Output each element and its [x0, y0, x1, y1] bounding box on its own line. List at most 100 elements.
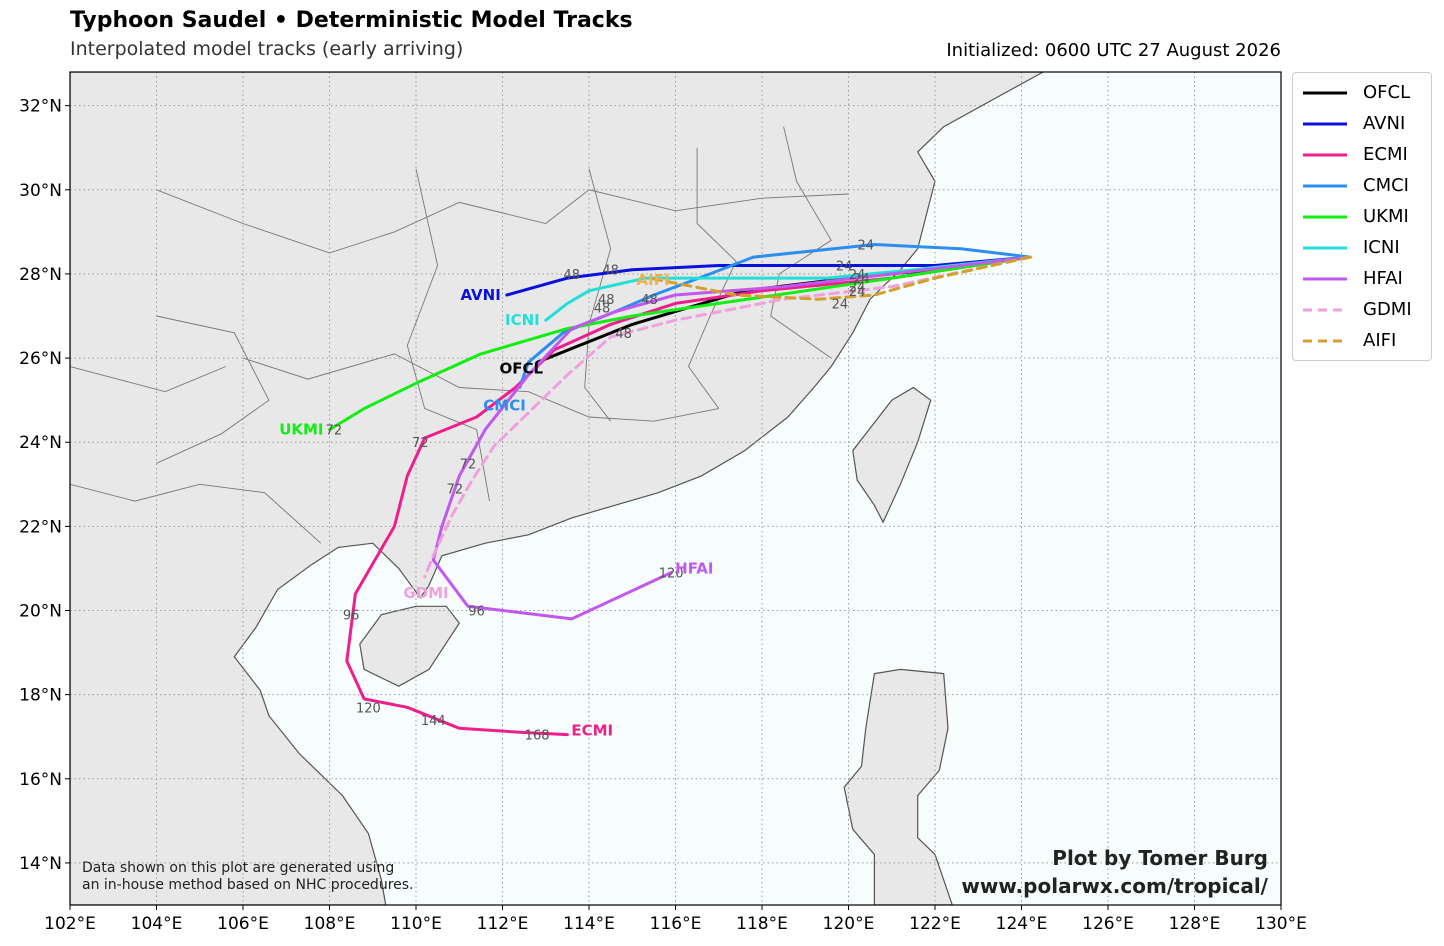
track-hfai [431, 255, 1032, 621]
lat-tick-label: 22°N [19, 517, 62, 537]
interior-border [687, 147, 737, 409]
track-label-ofcl: OFCL [500, 359, 544, 377]
lon-tick-label: 126°E [1082, 914, 1134, 934]
legend-item-cmci: CMCI [1293, 170, 1431, 201]
forecast-hour-label: 48 [641, 293, 658, 308]
forecast-hour-label: 96 [343, 609, 360, 624]
track-label-aifi: AIFI [637, 271, 670, 289]
forecast-hour-label: 168 [525, 729, 550, 744]
legend-item-gdmi: GDMI [1293, 294, 1431, 325]
legend-label: ICNI [1363, 237, 1400, 258]
legend-label: OFCL [1363, 82, 1411, 103]
hainan-island [359, 605, 461, 687]
lat-tick-label: 28°N [19, 265, 62, 285]
forecast-hour-label: 72 [447, 483, 464, 498]
track-avni [505, 255, 1032, 297]
forecast-hour-label: 24 [849, 281, 866, 296]
forecast-hour-label: 72 [326, 424, 343, 439]
credit-url: www.polarwx.com/tropical/ [961, 874, 1268, 898]
forecast-hour-label: 48 [602, 264, 619, 279]
track-label-cmci: CMCI [483, 397, 526, 415]
lon-tick-label: 120°E [823, 914, 875, 934]
legend-item-ecmi: ECMI [1293, 139, 1431, 170]
credit-author: Plot by Tomer Burg [1052, 846, 1268, 870]
lon-tick-label: 124°E [996, 914, 1048, 934]
lon-tick-label: 118°E [736, 914, 788, 934]
track-label-gdmi: GDMI [403, 584, 448, 602]
lat-tick-label: 20°N [19, 602, 62, 622]
track-label-icni: ICNI [505, 311, 540, 329]
mainland-land [70, 72, 1044, 905]
legend-swatch [1303, 153, 1347, 156]
lat-tick-label: 16°N [19, 770, 62, 790]
interior-border [770, 126, 832, 359]
track-ecmi [345, 255, 1032, 737]
map-content: 2448487296120144168244824722448244872961… [70, 72, 1281, 905]
legend-item-icni: ICNI [1293, 232, 1431, 263]
lon-tick-label: 122°E [909, 914, 961, 934]
forecast-hour-label: 48 [615, 327, 632, 342]
forecast-hour-label: 24 [836, 260, 853, 275]
legend-swatch [1303, 91, 1347, 94]
forecast-hour-label: 24 [858, 238, 875, 253]
map-title: Typhoon Saudel • Deterministic Model Tra… [70, 8, 633, 33]
initialized-time: Initialized: 0600 UTC 27 August 2026 [946, 40, 1281, 61]
forecast-hour-label: 120 [356, 701, 381, 716]
interior-border [156, 315, 270, 464]
legend-item-hfai: HFAI [1293, 263, 1431, 294]
lat-tick-label: 24°N [19, 433, 62, 453]
forecast-hour-label: 24 [832, 297, 849, 312]
legend-swatch [1303, 246, 1347, 249]
lon-tick-label: 104°E [131, 914, 183, 934]
legend-label: GDMI [1363, 299, 1412, 320]
legend-swatch [1303, 339, 1347, 342]
forecast-hour-label: 96 [468, 605, 485, 620]
legend-swatch [1303, 184, 1347, 187]
forecast-hour-label: 144 [421, 714, 446, 729]
lon-tick-label: 114°E [563, 914, 615, 934]
track-label-avni: AVNI [460, 286, 500, 304]
data-note: Data shown on this plot are generated us… [82, 860, 414, 894]
interior-border [70, 483, 322, 544]
interior-border [70, 366, 226, 393]
lat-tick-label: 30°N [19, 181, 62, 201]
lat-tick-label: 18°N [19, 686, 62, 706]
legend-swatch [1303, 215, 1347, 218]
legend-label: ECMI [1363, 144, 1408, 165]
legend-label: UKMI [1363, 206, 1409, 227]
legend-swatch [1303, 122, 1347, 125]
legend-item-ukmi: UKMI [1293, 201, 1431, 232]
lat-tick-label: 14°N [19, 854, 62, 874]
luzon-island [843, 668, 953, 905]
legend-swatch [1303, 308, 1347, 311]
legend-item-ofcl: OFCL [1293, 77, 1431, 108]
lon-tick-label: 112°E [477, 914, 529, 934]
forecast-hour-label: 72 [460, 457, 477, 472]
legend-label: CMCI [1363, 175, 1409, 196]
model-legend: OFCL AVNI ECMI CMCI UKMI ICNI HFAI GDMI AIFI [1292, 72, 1432, 361]
track-label-ukmi: UKMI [279, 421, 323, 439]
legend-label: HFAI [1363, 268, 1403, 289]
forecast-hour-label: 24 [849, 268, 866, 283]
lon-tick-label: 116°E [650, 914, 702, 934]
lat-tick-label: 32°N [19, 97, 62, 117]
legend-label: AIFI [1363, 330, 1397, 351]
legend-swatch [1303, 277, 1347, 280]
forecast-hour-label: 72 [412, 436, 429, 451]
lon-tick-label: 110°E [390, 914, 442, 934]
forecast-hour-label: 48 [598, 293, 615, 308]
legend-label: AVNI [1363, 113, 1406, 134]
data-note-line-1: Data shown on this plot are generated us… [82, 860, 395, 876]
track-label-hfai: HFAI [675, 560, 713, 578]
forecast-hour-label: 48 [563, 268, 580, 283]
legend-item-avni: AVNI [1293, 108, 1431, 139]
taiwan-island [852, 386, 932, 524]
interior-border [242, 353, 719, 422]
track-label-ecmi: ECMI [571, 722, 613, 740]
legend-item-aifi: AIFI [1293, 325, 1431, 356]
forecast-hour-label: 24 [849, 285, 866, 300]
data-note-line-2: an in-house method based on NHC procedur… [82, 877, 414, 893]
track-aifi [648, 255, 1032, 301]
track-icni [544, 255, 1032, 322]
